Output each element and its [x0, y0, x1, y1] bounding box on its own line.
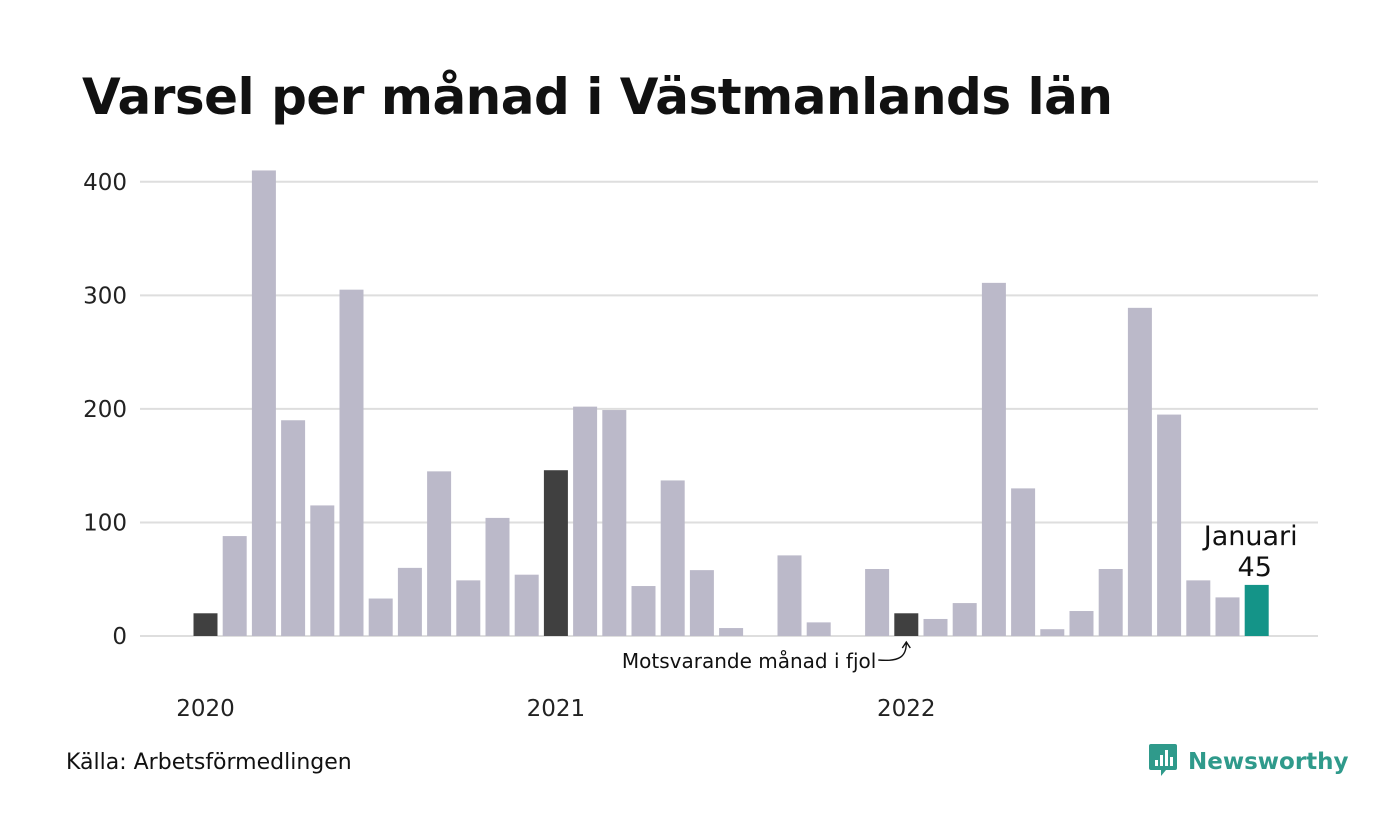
bar	[1040, 629, 1065, 636]
bar	[602, 410, 627, 636]
bar-current-month	[1244, 584, 1269, 636]
brand: Newsworthy	[1148, 742, 1349, 782]
bar-prev-year	[894, 613, 919, 636]
bar	[222, 536, 247, 636]
chart-title: Varsel per månad i Västmanlands län	[82, 68, 1113, 126]
bar	[1011, 488, 1036, 636]
bar	[719, 628, 744, 636]
bar	[368, 598, 393, 636]
bar	[660, 480, 685, 636]
current-month-name: Januari	[1202, 521, 1298, 552]
annotation-arrowhead	[901, 640, 911, 649]
annotation-arrow	[878, 642, 907, 662]
bar	[485, 517, 510, 636]
y-tick-label: 200	[83, 397, 127, 423]
bar	[573, 406, 598, 636]
bar	[1186, 580, 1211, 636]
bar	[310, 505, 335, 636]
x-tick-label: 2020	[176, 696, 235, 722]
x-tick-label: 2022	[877, 696, 936, 722]
bar	[777, 555, 802, 636]
annotation: Motsvarande månad i fjol	[622, 640, 911, 673]
bar-prev-year	[193, 613, 218, 636]
bar	[251, 170, 276, 636]
bar	[689, 570, 714, 636]
bar	[923, 618, 948, 636]
bar	[1157, 414, 1182, 636]
y-tick-label: 300	[83, 283, 127, 309]
y-tick-label: 400	[83, 170, 127, 196]
brand-name: Newsworthy	[1188, 749, 1349, 775]
current-month-value: 45	[1238, 552, 1272, 583]
bar	[631, 586, 656, 636]
bar	[514, 574, 539, 636]
bar	[981, 282, 1006, 636]
bar-prev-year	[543, 470, 568, 636]
bar	[1127, 307, 1152, 636]
current-month-label: Januari 45	[1202, 521, 1298, 583]
bar	[427, 471, 452, 636]
bars	[193, 170, 1269, 636]
x-axis-year-labels: 2020 2021 2022	[176, 696, 935, 722]
bar	[281, 420, 306, 636]
source-text: Källa: Arbetsförmedlingen	[66, 750, 352, 775]
bar	[1215, 597, 1240, 636]
annotation-text: Motsvarande månad i fjol	[622, 649, 876, 673]
bar	[952, 603, 977, 636]
y-tick-label: 100	[83, 510, 127, 536]
bar	[865, 569, 890, 636]
bar	[1069, 611, 1094, 636]
bar	[1098, 569, 1123, 636]
bar	[339, 289, 364, 636]
y-axis-ticks: 0 100 200 300 400	[83, 170, 127, 650]
bar	[456, 580, 481, 636]
bar	[806, 622, 831, 636]
y-tick-label: 0	[112, 624, 127, 650]
bar	[397, 567, 422, 636]
x-tick-label: 2021	[527, 696, 586, 722]
newsworthy-logo-icon	[1148, 742, 1178, 782]
